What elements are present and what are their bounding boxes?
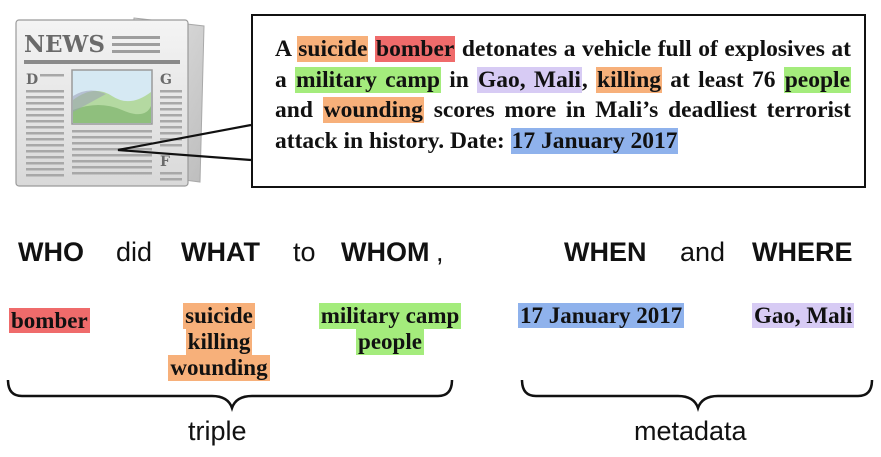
- highlight-red: bomber: [375, 36, 456, 62]
- label-whom: WHOM: [341, 237, 430, 267]
- newspaper-masthead: NEWS: [24, 31, 105, 58]
- brace-metadata: [520, 379, 874, 412]
- label-comma: ,: [436, 237, 444, 267]
- label-who: WHO: [18, 237, 84, 267]
- newspaper-icon: NEWS D G F: [15, 17, 205, 187]
- article-segment: scores more in Mali’s deadliest terroris…: [275, 97, 851, 154]
- article-segment: at least 76: [662, 66, 784, 93]
- article-text: A suicide bomber detonates a vehicle ful…: [275, 34, 851, 156]
- label-and: and: [680, 237, 726, 267]
- article-callout: A suicide bomber detonates a vehicle ful…: [251, 14, 866, 188]
- newspaper-photo: [71, 69, 153, 125]
- newspaper-letter-f: F: [160, 154, 170, 170]
- term-date: 17 January 2017: [518, 303, 685, 328]
- term-who: bomber: [9, 308, 90, 334]
- article-segment: detonates a vehicle full of explosives a…: [275, 36, 851, 93]
- term-military-camp: military camp: [318, 303, 462, 329]
- term-people: people: [356, 329, 424, 355]
- term-what-group: suicide killing wounding: [156, 303, 282, 381]
- highlight-blue: 17 January 2017: [510, 127, 679, 154]
- article-segment: A: [275, 36, 298, 62]
- term-whom-group: military camp people: [302, 303, 478, 355]
- term-killing: killing: [185, 329, 253, 355]
- newspaper-letter-d: D: [26, 72, 38, 88]
- highlight-orange: wounding: [322, 97, 424, 123]
- article-segment: in: [440, 66, 478, 93]
- article-segment: and: [275, 97, 323, 123]
- newspaper-letter-g: G: [160, 72, 172, 88]
- term-suicide: suicide: [183, 303, 255, 329]
- highlight-orange: killing: [596, 66, 663, 93]
- highlight-green: military camp: [294, 66, 441, 93]
- label-did: did: [116, 237, 153, 267]
- term-when: 17 January 2017: [518, 303, 685, 329]
- term-location: Gao, Mali: [752, 303, 855, 328]
- term-where: Gao, Mali: [752, 303, 855, 329]
- label-triple: triple: [188, 416, 247, 446]
- highlight-green: people: [783, 66, 851, 93]
- term-bomber: bomber: [9, 308, 90, 333]
- highlight-purple: Gao, Mali: [477, 66, 582, 93]
- label-metadata: metadata: [634, 416, 747, 446]
- label-to: to: [293, 237, 316, 267]
- highlight-orange: suicide: [297, 36, 369, 62]
- brace-triple: [6, 379, 454, 412]
- term-wounding: wounding: [168, 355, 270, 381]
- article-segment: ,: [581, 66, 597, 93]
- label-what: WHAT: [181, 237, 260, 267]
- label-where: WHERE: [752, 237, 853, 267]
- label-when: WHEN: [564, 237, 647, 267]
